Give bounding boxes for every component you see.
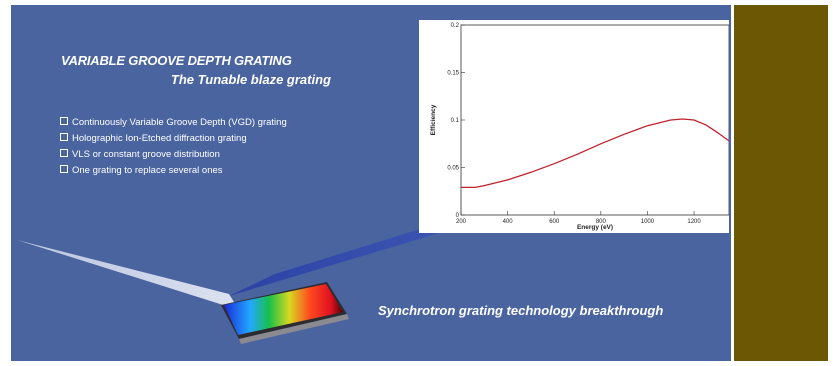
tagline: Synchrotron grating technology breakthro…	[378, 303, 664, 318]
side-panel	[734, 5, 828, 361]
grating-spectrum	[224, 284, 343, 335]
feature-item: VLS or constant groove distribution	[60, 147, 287, 163]
y-tick-label: 0.1	[451, 118, 460, 124]
x-tick-label: 1200	[687, 219, 701, 225]
promo-banner: VARIABLE GROOVE DEPTH GRATING The Tunabl…	[11, 5, 731, 361]
banner-title: VARIABLE GROOVE DEPTH GRATING	[61, 53, 292, 68]
feature-item: One grating to replace several ones	[60, 163, 287, 179]
efficiency-curve	[461, 118, 729, 189]
feature-item: Holographic Ion-Etched diffraction grati…	[60, 131, 287, 147]
x-tick-label: 400	[503, 219, 514, 225]
x-tick-label: 800	[596, 219, 607, 225]
y-tick-label: 0.05	[447, 166, 459, 172]
grating-edge	[239, 314, 349, 344]
x-tick-label: 600	[549, 219, 560, 225]
y-tick-label: 0	[456, 213, 460, 219]
banner-subtitle: The Tunable blaze grating	[170, 72, 331, 87]
x-tick-label: 200	[456, 219, 467, 225]
feature-list: Continuously Variable Groove Depth (VGD)…	[60, 115, 287, 179]
checkbox-bullet-icon	[60, 133, 68, 141]
y-tick-label: 0.2	[451, 23, 460, 29]
efficiency-chart-svg: 0 0.05 0.1 0.15 0.2 200 400 600 800 1000 1200 Eff…	[430, 23, 729, 231]
checkbox-bullet-icon	[60, 165, 68, 173]
feature-item: Continuously Variable Groove Depth (VGD)…	[60, 115, 287, 131]
efficiency-chart: 0 0.05 0.1 0.15 0.2 200 400 600 800 1000 1200 Eff…	[419, 20, 729, 233]
x-tick-label: 1000	[641, 219, 655, 225]
incident-beam	[17, 240, 239, 310]
checkbox-bullet-icon	[60, 149, 68, 157]
y-axis-label: Efficiency	[430, 104, 437, 135]
y-tick-label: 0.15	[447, 71, 459, 77]
x-axis-label: Energy (eV)	[577, 224, 613, 231]
checkbox-bullet-icon	[60, 117, 68, 125]
